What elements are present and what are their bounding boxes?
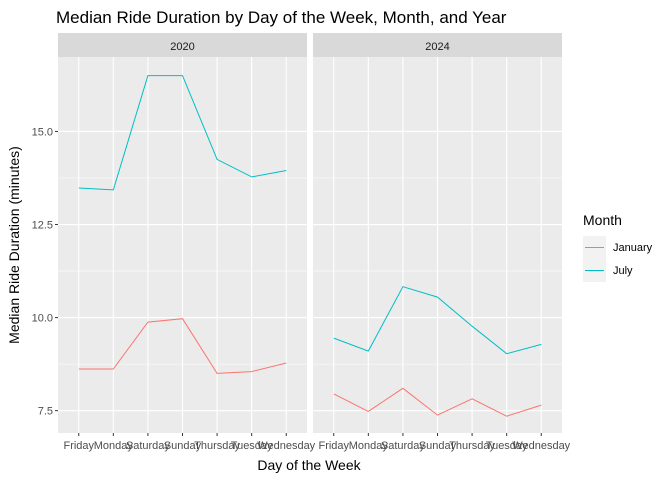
series-line-july-2024 [333, 286, 542, 355]
series-line-july-2020 [78, 75, 287, 191]
y-tick-label: 10.0 [32, 313, 53, 325]
x-axis: Friday MondaySaturdaySundayThursdayTuesda… [63, 433, 571, 452]
legend-label-january: January [613, 242, 653, 254]
x-tick-label: Monday [94, 440, 134, 452]
x-tick-label: Saturday [381, 440, 426, 452]
strip-background [313, 33, 562, 57]
x-tick-label: Friday [318, 440, 349, 452]
x-tick-label: Wednesday [257, 440, 315, 452]
chart-title: Median Ride Duration by Day of the Week,… [56, 8, 507, 27]
x-tick-label: Thursday [194, 440, 240, 452]
legend-label-july: July [613, 265, 633, 277]
strip-label: 2020 [170, 41, 194, 53]
strip-background [58, 33, 307, 57]
y-axis: 7.5 10.0 12.5 15.0 [32, 126, 58, 418]
x-tick-label: Thursday [449, 440, 495, 452]
y-tick-label: 15.0 [32, 126, 53, 138]
series-line-january-2024 [333, 387, 542, 417]
x-tick-label: Friday [63, 440, 94, 452]
x-tick-label: Tuesday [486, 440, 528, 452]
x-tick-label: Monday [349, 440, 389, 452]
y-tick-label: 7.5 [38, 406, 53, 418]
x-tick-label: Saturday [126, 440, 171, 452]
legend-title: Month [583, 212, 622, 228]
legend: Month January July [583, 212, 653, 282]
panel-2024: 2024 [313, 33, 562, 433]
series-line-january-2020 [78, 318, 287, 374]
x-tick-label: Sunday [419, 440, 457, 452]
y-axis-title: Median Ride Duration (minutes) [6, 146, 22, 344]
y-tick-label: 12.5 [32, 220, 53, 232]
strip-label: 2024 [425, 41, 449, 53]
x-tick-label: Wednesday [512, 440, 570, 452]
facet-panels: 2020 2024 [58, 33, 562, 433]
x-axis-title: Day of the Week [257, 457, 361, 473]
x-tick-label: Sunday [164, 440, 202, 452]
panel-2020: 2020 [58, 33, 307, 433]
x-tick-label: Tuesday [231, 440, 273, 452]
